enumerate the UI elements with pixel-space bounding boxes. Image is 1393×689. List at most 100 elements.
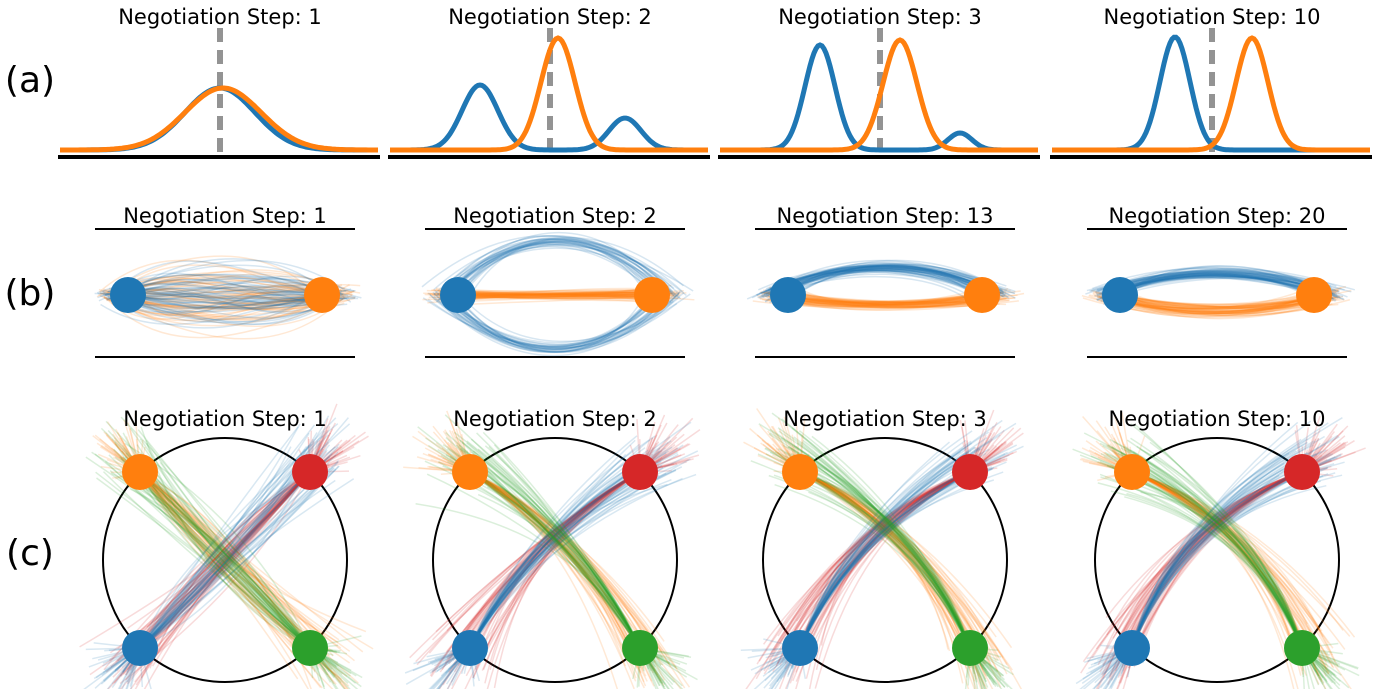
trajectory — [123, 294, 331, 322]
boundary — [102, 437, 348, 683]
trajectory — [447, 292, 685, 346]
trajectory — [440, 293, 656, 350]
trajectory — [777, 265, 991, 294]
trajectory — [422, 296, 666, 348]
agent — [1114, 630, 1150, 666]
trajectory — [116, 276, 318, 297]
trajectory — [446, 244, 694, 298]
agent — [440, 277, 476, 313]
trajectory — [1120, 465, 1311, 674]
trajectory — [450, 293, 656, 351]
agent — [782, 454, 818, 490]
trajectory — [447, 242, 672, 304]
agent — [1284, 454, 1320, 490]
trajectory — [433, 237, 669, 291]
trajectory — [455, 239, 671, 299]
trajectory — [111, 260, 331, 295]
panel-title: Negotiation Step: 10 — [1104, 5, 1321, 29]
trajectory — [442, 247, 682, 300]
trajectory — [447, 298, 657, 344]
panel-title: Negotiation Step: 1 — [118, 5, 322, 29]
trajectory — [436, 234, 680, 297]
trajectory — [450, 289, 655, 351]
trajectory — [449, 294, 670, 353]
trajectory — [445, 232, 662, 299]
trajectory — [783, 262, 980, 302]
trajectory — [451, 288, 650, 353]
trajectory — [446, 241, 660, 297]
density-curve — [1052, 35, 1370, 153]
trajectory — [439, 292, 678, 347]
panel-title: Negotiation Step: 2 — [453, 204, 657, 228]
boundary — [432, 437, 678, 683]
trajectory — [438, 292, 680, 353]
agent — [122, 454, 158, 490]
agent — [634, 277, 670, 313]
trajectory — [446, 288, 662, 348]
trajectory — [429, 294, 670, 349]
trajectory — [453, 290, 674, 354]
trajectory — [131, 284, 318, 299]
panel-title: Negotiation Step: 10 — [1109, 407, 1326, 431]
agent — [952, 630, 988, 666]
panel-title: Negotiation Step: 3 — [783, 407, 987, 431]
trajectory — [1119, 266, 1317, 296]
agent — [110, 277, 146, 313]
row-label: (c) — [6, 533, 54, 574]
trajectory — [432, 289, 659, 347]
panel-title: Negotiation Step: 1 — [123, 407, 327, 431]
trajectory — [781, 263, 997, 288]
trajectory — [130, 258, 323, 293]
agent — [452, 630, 488, 666]
trajectory — [448, 293, 680, 351]
agent — [304, 277, 340, 313]
trajectory — [105, 255, 322, 301]
trajectory — [1114, 294, 1328, 320]
trajectory — [98, 259, 326, 298]
row-label: (a) — [5, 60, 55, 101]
trajectory — [451, 238, 675, 301]
trajectory — [450, 238, 669, 299]
agent — [292, 630, 328, 666]
trajectory — [452, 243, 654, 298]
trajectory — [433, 291, 682, 349]
trajectory — [463, 241, 676, 298]
trajectory — [442, 238, 655, 299]
agent — [1296, 277, 1332, 313]
trajectory — [427, 291, 681, 350]
trajectory — [468, 238, 674, 299]
trajectory — [115, 285, 329, 317]
agent — [964, 277, 1000, 313]
trajectory — [125, 287, 339, 315]
trajectory — [783, 290, 975, 308]
drawings — [58, 28, 1372, 689]
trajectory — [459, 240, 648, 297]
trajectory — [131, 286, 327, 298]
agent — [1102, 277, 1138, 313]
trajectory — [436, 292, 678, 349]
trajectory — [450, 243, 663, 299]
trajectory — [437, 288, 666, 354]
trajectory — [457, 296, 670, 353]
trajectory — [435, 236, 684, 303]
density-curve — [390, 35, 708, 153]
trajectory — [460, 240, 663, 300]
agent — [292, 454, 328, 490]
trajectory — [1115, 272, 1316, 298]
trajectory — [455, 243, 657, 299]
trajectory — [449, 288, 667, 348]
trajectory — [451, 245, 665, 305]
trajectory — [782, 259, 999, 297]
agent — [770, 277, 806, 313]
boundary — [762, 437, 1008, 683]
trajectory — [442, 240, 674, 300]
trajectory — [790, 295, 977, 307]
agent — [622, 630, 658, 666]
agent — [622, 454, 658, 490]
trajectory — [440, 297, 669, 353]
boundary — [1094, 437, 1340, 683]
trajectory — [446, 236, 676, 301]
agent — [1114, 454, 1150, 490]
trajectory — [135, 278, 334, 295]
